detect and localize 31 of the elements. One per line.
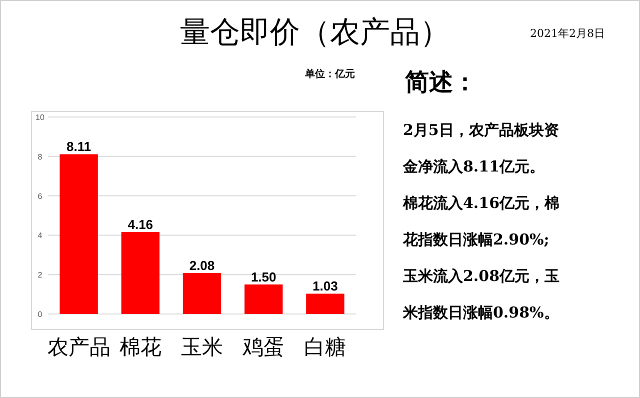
x-tick-label: 棉花 (119, 335, 162, 359)
bar (60, 154, 98, 314)
data-label: 8.11 (66, 139, 92, 154)
text: 2021年2月8日 (530, 27, 605, 40)
bar (121, 232, 160, 314)
bar (306, 294, 344, 314)
bar (182, 273, 222, 314)
y-tick-label: 10 (36, 113, 45, 122)
text: 米指数日涨幅0.98%。 (402, 304, 559, 322)
data-label: 1.03 (312, 278, 338, 294)
bar (244, 284, 283, 314)
x-tick-label: 农产品 (47, 335, 110, 359)
chart-title: 量仓即价（农产品） (180, 15, 450, 50)
text: 单位：亿元 (304, 68, 355, 80)
y-tick-label: 6 (38, 192, 43, 201)
text: 玉米流入2.08亿元，玉 (402, 267, 560, 285)
y-tick-label: 8 (38, 152, 43, 162)
data-label: 1.50 (250, 269, 276, 284)
y-tick-label: 0 (38, 310, 43, 319)
text: 2月5日，农产品板块资 (403, 121, 559, 139)
x-tick-label: 白糖 (304, 335, 346, 359)
text: 金净流入8.11亿元。 (402, 158, 545, 176)
text: 花指数日涨幅2.90%; (402, 230, 550, 248)
data-label: 2.08 (189, 258, 215, 274)
text: 简述： (404, 67, 477, 96)
x-tick-label: 玉米 (181, 335, 223, 359)
y-tick-label: 4 (38, 231, 43, 240)
text: 棉花流入4.16亿元，棉 (402, 194, 560, 212)
data-label: 4.16 (128, 217, 154, 232)
x-tick-label: 鸡蛋 (242, 335, 285, 359)
y-tick-label: 2 (38, 270, 43, 280)
